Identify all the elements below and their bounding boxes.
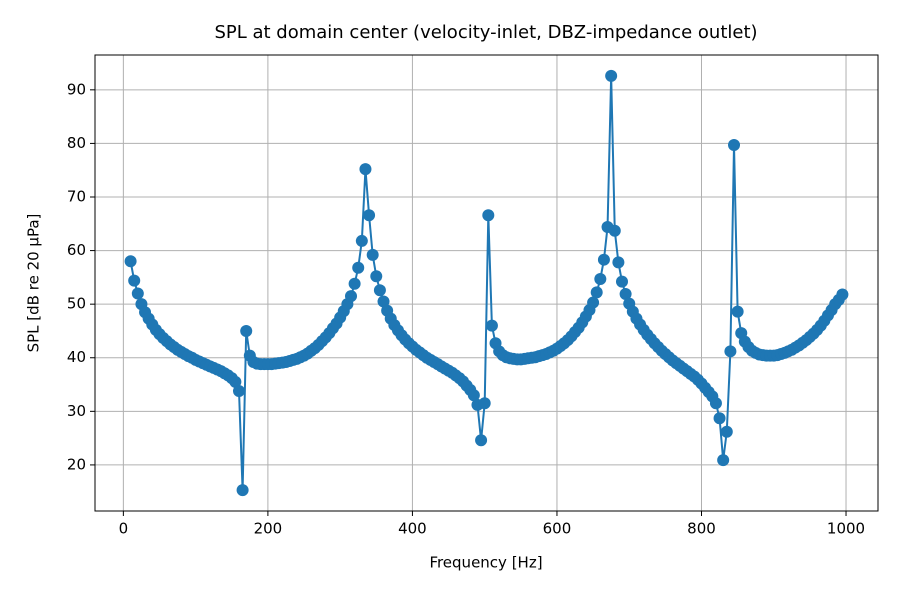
x-tick-label: 800 xyxy=(687,520,716,538)
data-point xyxy=(615,275,628,288)
data-line xyxy=(129,75,844,491)
data-point xyxy=(475,434,488,447)
y-tick-label: 20 xyxy=(67,455,86,473)
y-tick-label: 40 xyxy=(67,348,86,366)
data-point xyxy=(229,375,242,388)
data-point xyxy=(605,69,618,82)
data-point xyxy=(467,389,480,402)
data-point xyxy=(363,209,376,222)
data-point xyxy=(366,248,379,261)
data-point xyxy=(713,412,726,425)
data-point xyxy=(709,397,722,410)
x-tick-label: 1000 xyxy=(827,520,865,538)
x-tick-label: 200 xyxy=(254,520,283,538)
data-point xyxy=(608,224,621,237)
data-point xyxy=(482,209,495,222)
y-tick-label: 30 xyxy=(67,402,86,420)
data-point xyxy=(478,397,491,410)
data-point xyxy=(587,296,600,309)
y-tick-label: 90 xyxy=(67,80,86,98)
data-point xyxy=(619,287,632,300)
y-tick-label: 70 xyxy=(67,187,86,205)
data-point xyxy=(720,425,733,438)
data-point xyxy=(594,272,607,285)
data-point xyxy=(612,256,625,269)
data-point xyxy=(128,274,141,287)
data-point xyxy=(590,286,603,299)
data-point xyxy=(717,454,730,467)
data-point xyxy=(731,305,744,318)
data-point xyxy=(352,261,365,274)
data-point xyxy=(348,277,361,290)
data-point xyxy=(836,288,849,301)
data-point xyxy=(724,345,737,358)
x-tick-label: 0 xyxy=(119,520,129,538)
chart-title: SPL at domain center (velocity-inlet, DB… xyxy=(214,22,757,43)
y-tick-label: 80 xyxy=(67,134,86,152)
data-point xyxy=(232,384,245,397)
data-point xyxy=(124,255,137,268)
data-point xyxy=(355,234,368,247)
data-point xyxy=(359,163,372,176)
data-point xyxy=(597,253,610,266)
x-tick-label: 400 xyxy=(398,520,427,538)
data-point xyxy=(377,295,390,308)
data-point xyxy=(485,319,498,332)
axes-frame xyxy=(94,54,879,512)
x-axis-label: Frequency [Hz] xyxy=(429,554,542,572)
data-point xyxy=(370,270,383,283)
y-tick-label: 50 xyxy=(67,295,86,313)
data-point xyxy=(240,324,253,337)
data-point xyxy=(131,287,144,300)
y-axis-label: SPL [dB re 20 µPa] xyxy=(25,214,43,353)
data-point xyxy=(236,484,249,497)
data-point xyxy=(728,139,741,152)
y-tick-label: 60 xyxy=(67,241,86,259)
x-tick-label: 600 xyxy=(543,520,572,538)
data-point xyxy=(373,284,386,297)
data-point xyxy=(345,290,358,303)
